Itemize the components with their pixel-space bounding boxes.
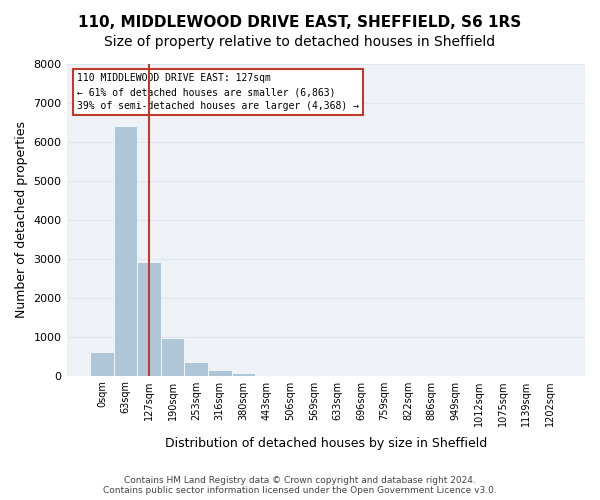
Text: 110, MIDDLEWOOD DRIVE EAST, SHEFFIELD, S6 1RS: 110, MIDDLEWOOD DRIVE EAST, SHEFFIELD, S… bbox=[79, 15, 521, 30]
Bar bbox=[113, 126, 137, 376]
Bar bbox=[208, 370, 232, 376]
Bar bbox=[184, 362, 208, 376]
Y-axis label: Number of detached properties: Number of detached properties bbox=[15, 122, 28, 318]
Text: Contains HM Land Registry data © Crown copyright and database right 2024.
Contai: Contains HM Land Registry data © Crown c… bbox=[103, 476, 497, 495]
Text: Size of property relative to detached houses in Sheffield: Size of property relative to detached ho… bbox=[104, 35, 496, 49]
X-axis label: Distribution of detached houses by size in Sheffield: Distribution of detached houses by size … bbox=[164, 437, 487, 450]
Bar bbox=[90, 352, 113, 376]
Text: 110 MIDDLEWOOD DRIVE EAST: 127sqm
← 61% of detached houses are smaller (6,863)
3: 110 MIDDLEWOOD DRIVE EAST: 127sqm ← 61% … bbox=[77, 74, 359, 112]
Bar bbox=[161, 338, 184, 376]
Bar bbox=[137, 262, 161, 376]
Bar bbox=[232, 372, 255, 376]
